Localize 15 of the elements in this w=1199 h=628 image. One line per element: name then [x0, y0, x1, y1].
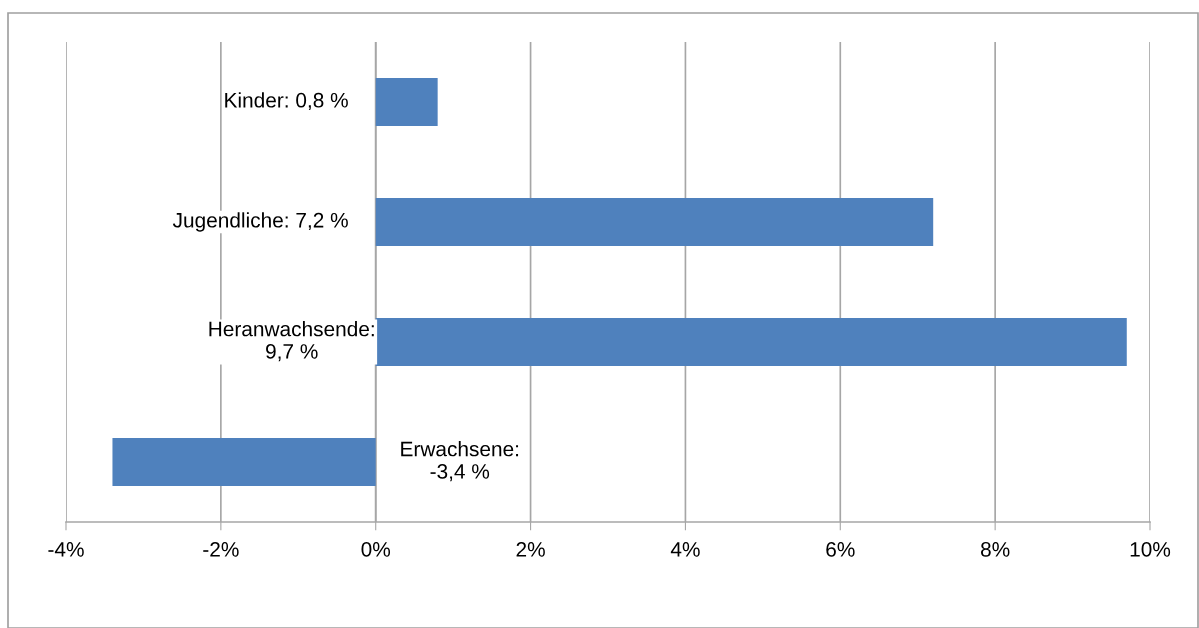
x-tick-label: 6% — [826, 541, 855, 557]
x-tick-label: -4% — [48, 542, 84, 557]
bar — [375, 198, 934, 246]
x-tick-label: -2% — [203, 541, 239, 557]
data-label: Kinder: 0,8 % — [225, 92, 348, 111]
bar — [375, 78, 438, 126]
x-tick-label: 0% — [361, 541, 391, 557]
x-tick-label: 8% — [980, 541, 1010, 557]
data-label: Heranwachsende: 9,7 % — [209, 321, 374, 362]
data-label: Jugendliche: 7,2 % — [172, 212, 348, 232]
x-tick-label: 10% — [1130, 541, 1171, 557]
bar — [112, 438, 376, 486]
data-label: Erwachsene: -3,4 % — [401, 441, 519, 482]
x-tick-label: 2% — [516, 541, 545, 557]
x-tick-label: 4% — [670, 542, 700, 557]
